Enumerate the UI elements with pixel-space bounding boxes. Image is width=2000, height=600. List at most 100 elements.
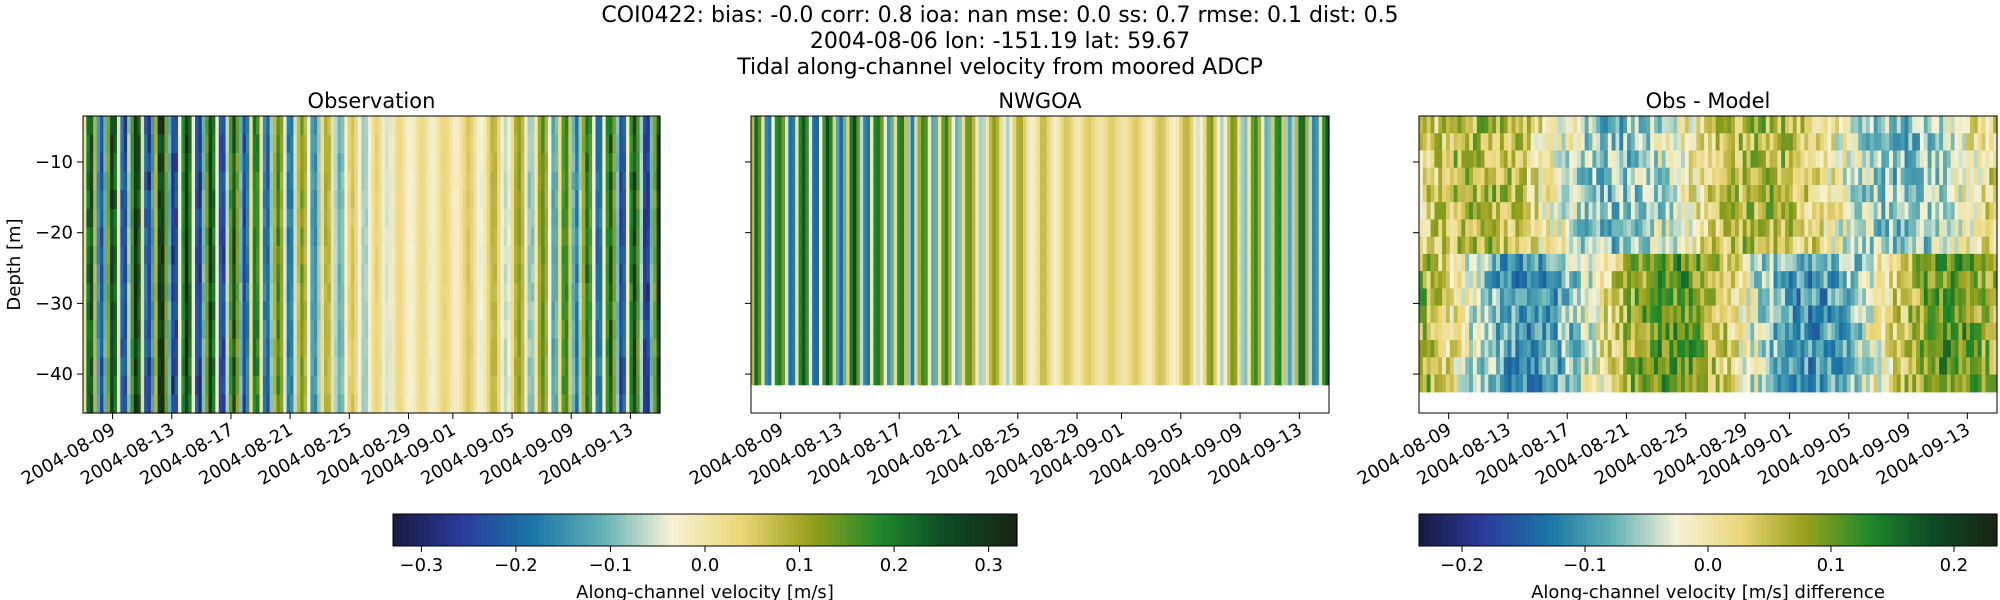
heatmap-cell bbox=[361, 264, 366, 284]
heatmap-cell bbox=[802, 351, 806, 369]
heatmap-cell bbox=[1220, 317, 1225, 335]
heatmap-cell bbox=[798, 166, 803, 184]
heatmap-cell bbox=[425, 116, 430, 136]
heatmap-cell bbox=[188, 134, 193, 154]
heatmap-cell bbox=[931, 166, 936, 184]
heatmap-cell bbox=[1186, 233, 1191, 251]
heatmap-cell bbox=[568, 394, 573, 414]
heatmap-cell bbox=[1053, 351, 1058, 369]
heatmap-cell bbox=[317, 208, 322, 228]
heatmap-cell bbox=[619, 338, 624, 358]
heatmap-cell bbox=[1091, 166, 1095, 184]
heatmap-cell bbox=[181, 171, 186, 191]
heatmap-cell bbox=[110, 171, 115, 191]
heatmap-cell bbox=[334, 208, 339, 228]
heatmap-cell bbox=[154, 134, 159, 154]
heatmap-cell bbox=[1169, 300, 1174, 319]
heatmap-cell bbox=[232, 116, 237, 136]
heatmap-cell bbox=[500, 301, 505, 321]
heatmap-cell bbox=[116, 375, 121, 396]
heatmap-cell bbox=[839, 132, 844, 151]
heatmap-cell bbox=[514, 394, 519, 414]
heatmap-cell bbox=[1077, 166, 1082, 184]
heatmap-cell bbox=[948, 317, 953, 335]
heatmap-cell bbox=[1165, 149, 1170, 167]
heatmap-cell bbox=[89, 245, 94, 266]
heatmap-cell bbox=[931, 317, 936, 335]
heatmap-cell bbox=[955, 250, 959, 268]
heatmap-cell bbox=[269, 171, 274, 191]
heatmap-cell bbox=[205, 171, 210, 191]
heatmap-cell bbox=[578, 283, 583, 303]
heatmap-cell bbox=[917, 250, 922, 268]
heatmap-cell bbox=[402, 375, 407, 396]
heatmap-cell bbox=[235, 357, 240, 377]
heatmap-cell bbox=[334, 301, 339, 321]
heatmap-cell bbox=[791, 183, 796, 201]
heatmap-cell bbox=[1087, 367, 1092, 386]
heatmap-cell bbox=[757, 300, 762, 319]
heatmap-cell bbox=[887, 334, 891, 352]
heatmap-cell bbox=[819, 283, 823, 302]
heatmap-cell bbox=[846, 216, 851, 235]
heatmap-cell bbox=[619, 227, 624, 247]
heatmap-cell bbox=[1125, 317, 1129, 335]
heatmap-cell bbox=[992, 283, 997, 302]
heatmap-cell bbox=[412, 153, 417, 173]
heatmap-cell bbox=[609, 264, 614, 284]
heatmap-cell bbox=[853, 250, 857, 268]
heatmap-cell bbox=[266, 245, 271, 266]
heatmap-cell bbox=[629, 394, 634, 414]
heatmap-cell bbox=[774, 149, 779, 167]
heatmap-cell bbox=[829, 149, 834, 167]
heatmap-cell bbox=[245, 227, 250, 247]
heatmap-cell bbox=[1114, 132, 1119, 151]
heatmap-cell bbox=[598, 171, 603, 191]
heatmap-cell bbox=[1206, 233, 1211, 251]
heatmap-cell bbox=[381, 394, 386, 414]
heatmap-cell bbox=[819, 351, 823, 369]
heatmap-cell bbox=[425, 357, 430, 377]
heatmap-cell bbox=[89, 153, 94, 173]
heatmap-cell bbox=[205, 134, 210, 154]
heatmap-cell bbox=[595, 394, 600, 414]
heatmap-cell bbox=[1196, 250, 1201, 268]
heatmap-cell bbox=[914, 334, 919, 352]
heatmap-cell bbox=[300, 227, 305, 247]
heatmap-cell bbox=[99, 357, 104, 377]
heatmap-cell bbox=[1186, 166, 1191, 184]
heatmap-cell bbox=[195, 171, 199, 191]
heatmap-cell bbox=[558, 320, 563, 340]
heatmap-cell bbox=[106, 134, 111, 154]
heatmap-cell bbox=[225, 338, 230, 358]
heatmap-cell bbox=[798, 233, 803, 251]
heatmap-cell bbox=[232, 375, 237, 396]
heatmap-cell bbox=[490, 116, 495, 136]
heatmap-cell bbox=[1125, 116, 1129, 134]
heatmap-cell bbox=[1077, 317, 1082, 335]
heatmap-cell bbox=[853, 267, 857, 285]
heatmap-cell bbox=[239, 357, 244, 377]
heatmap-cell bbox=[235, 171, 240, 191]
heatmap-cell bbox=[948, 216, 953, 235]
heatmap-cell bbox=[351, 245, 356, 266]
heatmap-cell bbox=[195, 394, 199, 414]
heatmap-cell bbox=[222, 338, 227, 358]
heatmap-cell bbox=[1186, 183, 1191, 201]
heatmap-cell bbox=[924, 199, 929, 218]
heatmap-cell bbox=[378, 245, 383, 266]
heatmap-cell bbox=[1002, 216, 1007, 235]
heatmap-cell bbox=[195, 227, 199, 247]
heatmap-cell bbox=[1036, 183, 1041, 201]
heatmap-cell bbox=[442, 153, 447, 173]
heatmap-cell bbox=[900, 233, 905, 251]
heatmap-cell bbox=[245, 394, 250, 414]
heatmap-cell bbox=[914, 233, 919, 251]
heatmap-cell bbox=[788, 267, 793, 285]
heatmap-cell bbox=[853, 216, 857, 235]
heatmap-cell bbox=[568, 190, 573, 210]
heatmap-cell bbox=[802, 183, 806, 201]
heatmap-cell bbox=[1210, 351, 1214, 369]
heatmap-cell bbox=[965, 367, 970, 386]
heatmap-cell bbox=[171, 190, 176, 210]
